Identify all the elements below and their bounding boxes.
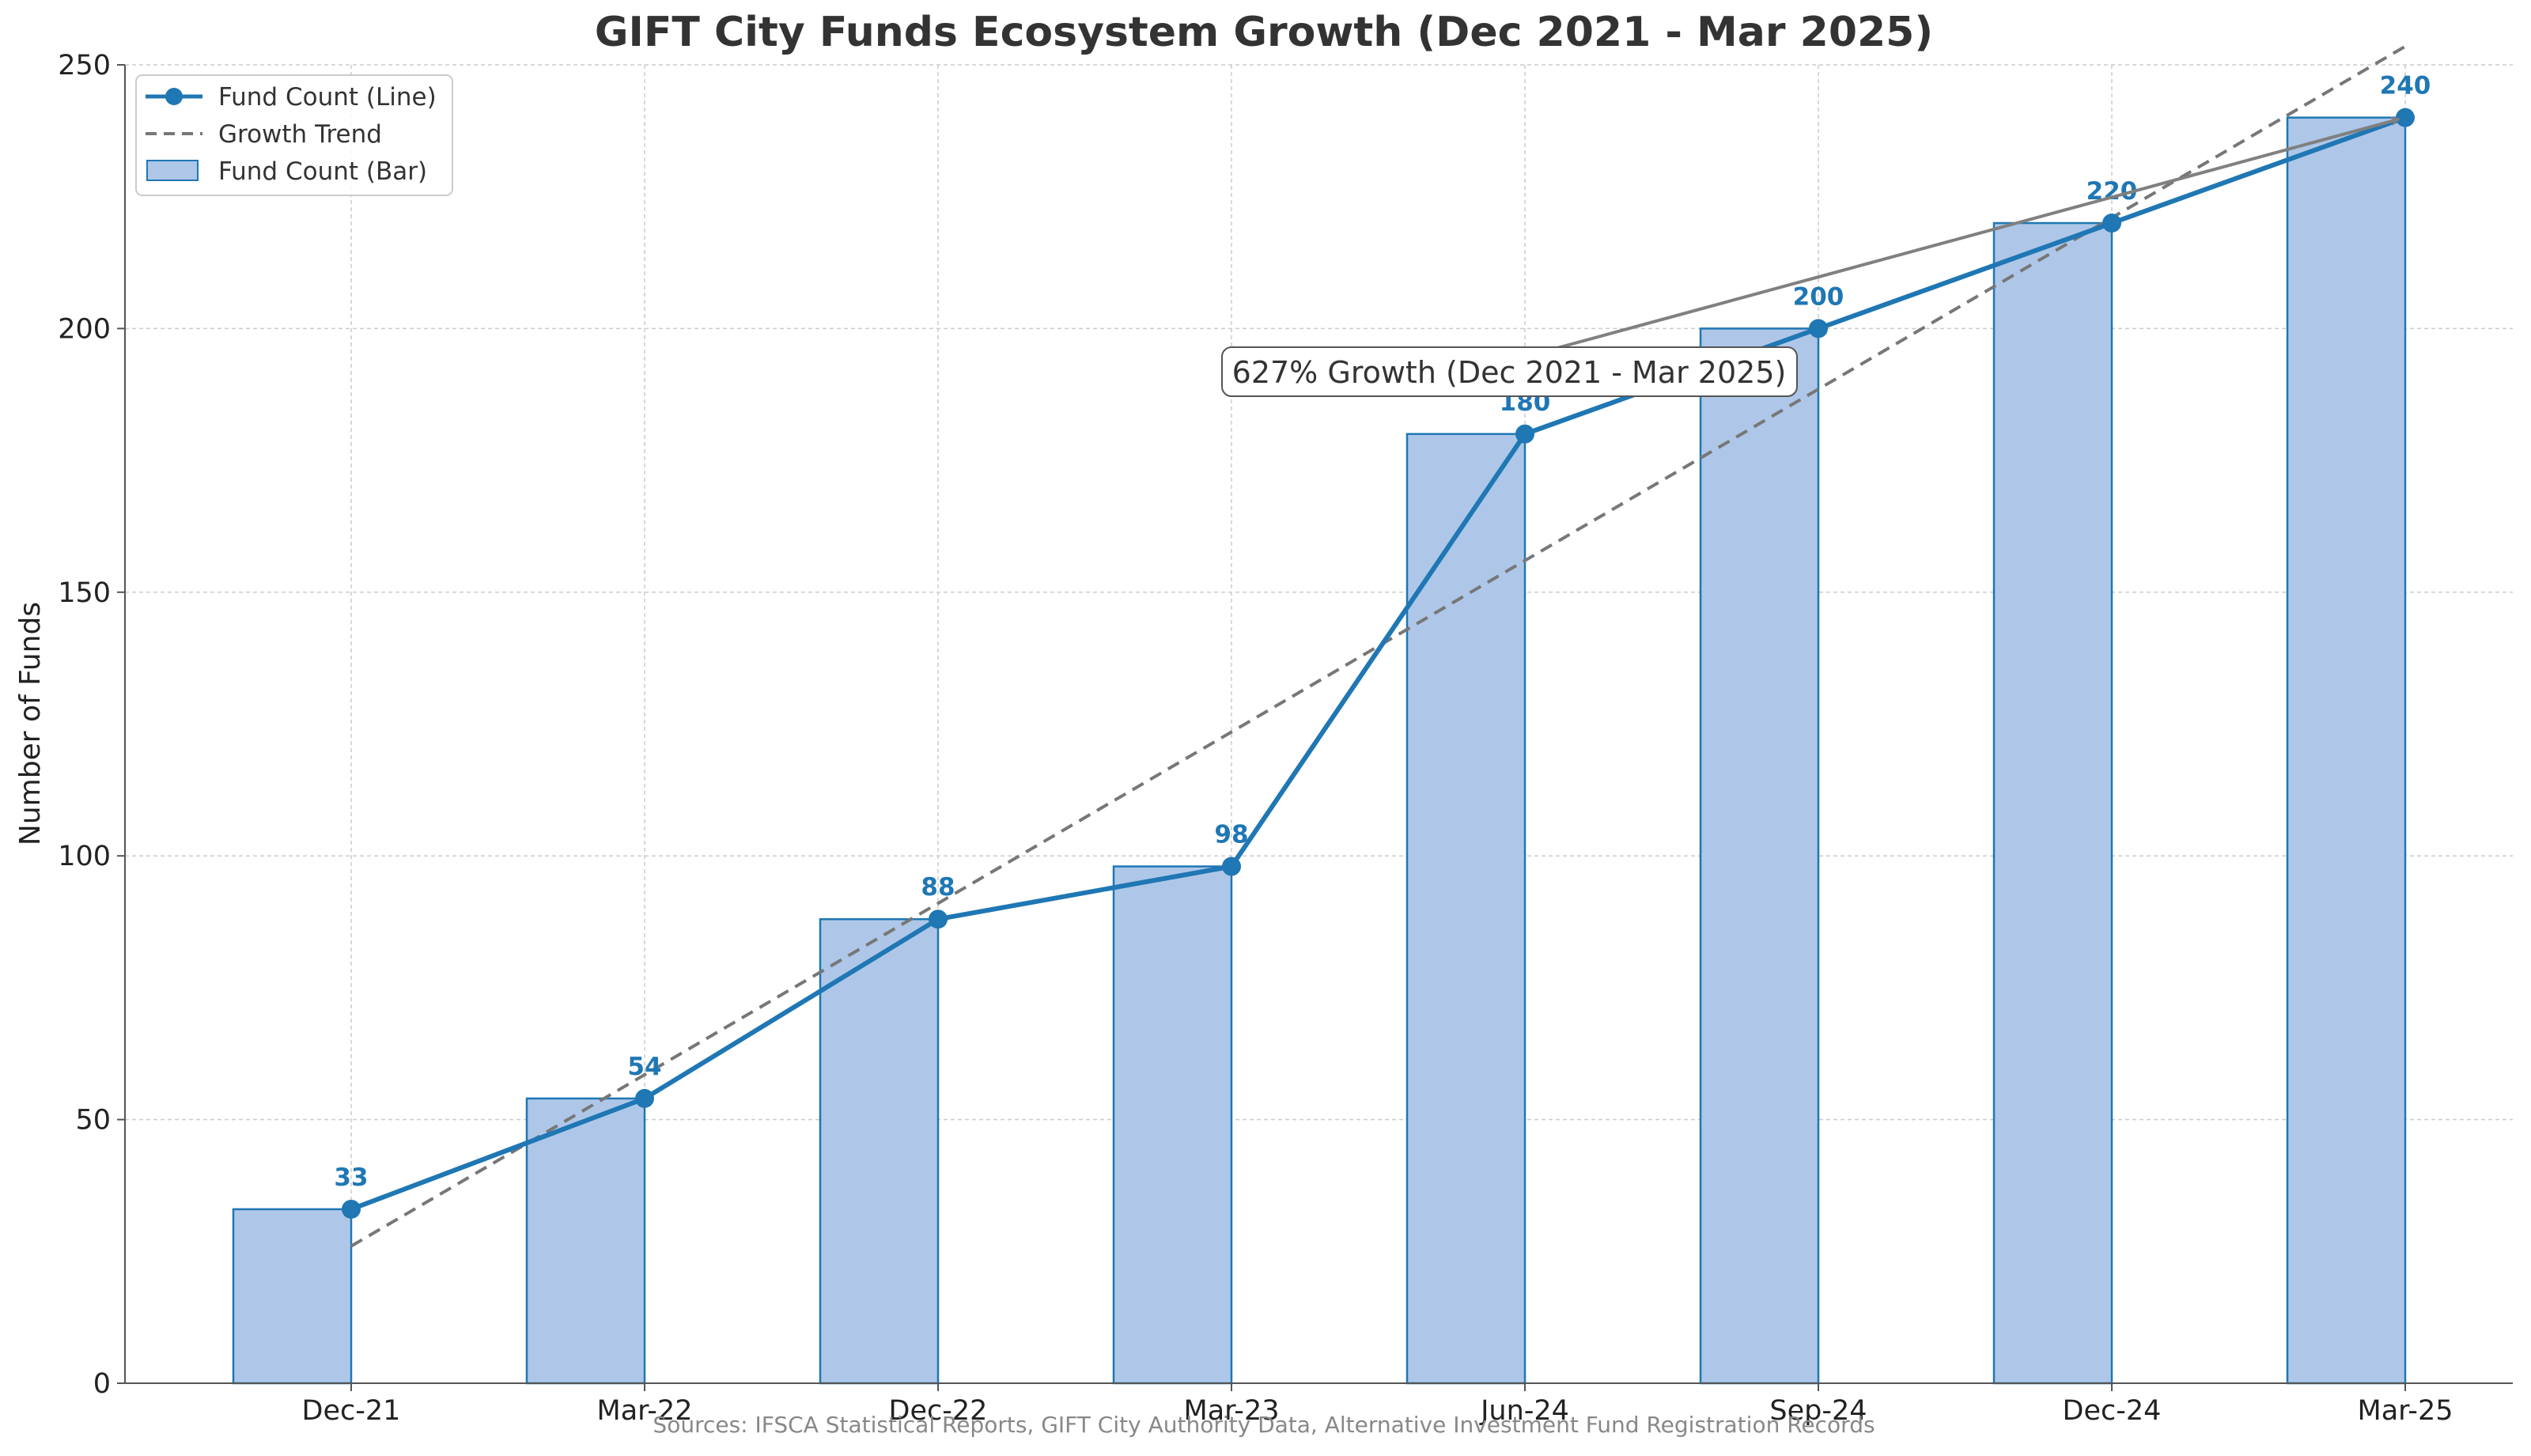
legend-marker-swatch	[165, 88, 183, 105]
annotation-text: 627% Growth (Dec 2021 - Mar 2025)	[1232, 355, 1787, 390]
y-tick-label-4: 200	[58, 313, 111, 345]
bar-2	[819, 917, 940, 1385]
y-ticks: 0 50 100 150 200 250	[58, 50, 125, 1400]
x-tick-label-3: Mar-23	[1184, 1395, 1280, 1427]
legend-label-bar: Fund Count (Bar)	[218, 157, 427, 186]
bar-5	[1699, 327, 1820, 1385]
data-label-7: 240	[2380, 72, 2431, 100]
y-axis-label: Number of Funds	[14, 602, 47, 845]
legend-bar-swatch	[146, 160, 199, 181]
data-label-1: 54	[627, 1053, 661, 1081]
y-tick-label-0: 0	[93, 1368, 111, 1400]
legend-label-trend: Growth Trend	[218, 120, 382, 149]
point-layer	[342, 108, 2415, 1219]
line-point-6	[2102, 214, 2121, 233]
data-label-0: 33	[334, 1163, 368, 1192]
chart-title: GIFT City Funds Ecosystem Growth (Dec 20…	[595, 9, 1933, 56]
annotation-arrow	[1553, 116, 2400, 350]
source-footnote: Sources: IFSCA Statistical Reports, GIFT…	[653, 1412, 1875, 1438]
bar-7	[2286, 116, 2407, 1385]
bar-3	[1112, 865, 1233, 1385]
line-point-5	[1809, 319, 1828, 338]
x-tick-label-6: Dec-24	[2063, 1395, 2162, 1427]
line-point-2	[929, 910, 948, 929]
y-tick-label-5: 250	[58, 50, 111, 81]
line-point-7	[2396, 108, 2415, 127]
x-tick-label-2: Dec-22	[889, 1395, 988, 1427]
legend-label-line: Fund Count (Line)	[218, 83, 437, 112]
x-tick-label-7: Mar-25	[2358, 1395, 2453, 1427]
y-tick-label-1: 50	[75, 1105, 111, 1136]
line-layer	[350, 115, 2407, 1212]
bars	[232, 116, 2407, 1385]
line-point-1	[635, 1088, 654, 1108]
trend-layer	[350, 44, 2407, 1248]
data-label-5: 200	[1793, 282, 1844, 311]
fund-count-line	[350, 115, 2407, 1212]
bar-4	[1405, 433, 1527, 1385]
x-tick-label-5: Sep-24	[1769, 1395, 1867, 1427]
x-tick-label-4: Jun-24	[1479, 1395, 1569, 1427]
data-label-3: 98	[1214, 821, 1248, 849]
x-tick-label-1: Mar-22	[597, 1395, 693, 1427]
line-point-4	[1515, 424, 1534, 444]
x-tick-label-0: Dec-21	[302, 1395, 401, 1427]
y-tick-label-2: 100	[58, 841, 111, 872]
bar-0	[232, 1208, 353, 1385]
grid	[125, 64, 2513, 1384]
bar-6	[1992, 221, 2113, 1385]
line-point-3	[1222, 857, 1241, 876]
trend-line	[350, 44, 2407, 1248]
annotation: 627% Growth (Dec 2021 - Mar 2025)	[1221, 116, 2400, 397]
legend-box	[135, 74, 453, 196]
data-label-2: 88	[921, 873, 955, 902]
y-tick-label-3: 150	[58, 577, 111, 609]
bar-1	[525, 1097, 646, 1385]
legend: Fund Count (Line) Growth Trend Fund Coun…	[135, 74, 453, 196]
line-point-0	[342, 1199, 361, 1219]
annotation-box	[1221, 346, 1798, 397]
x-ticks: Dec-21 Mar-22 Dec-22 Mar-23 Jun-24 Sep-24 Dec-…	[302, 1383, 2453, 1427]
